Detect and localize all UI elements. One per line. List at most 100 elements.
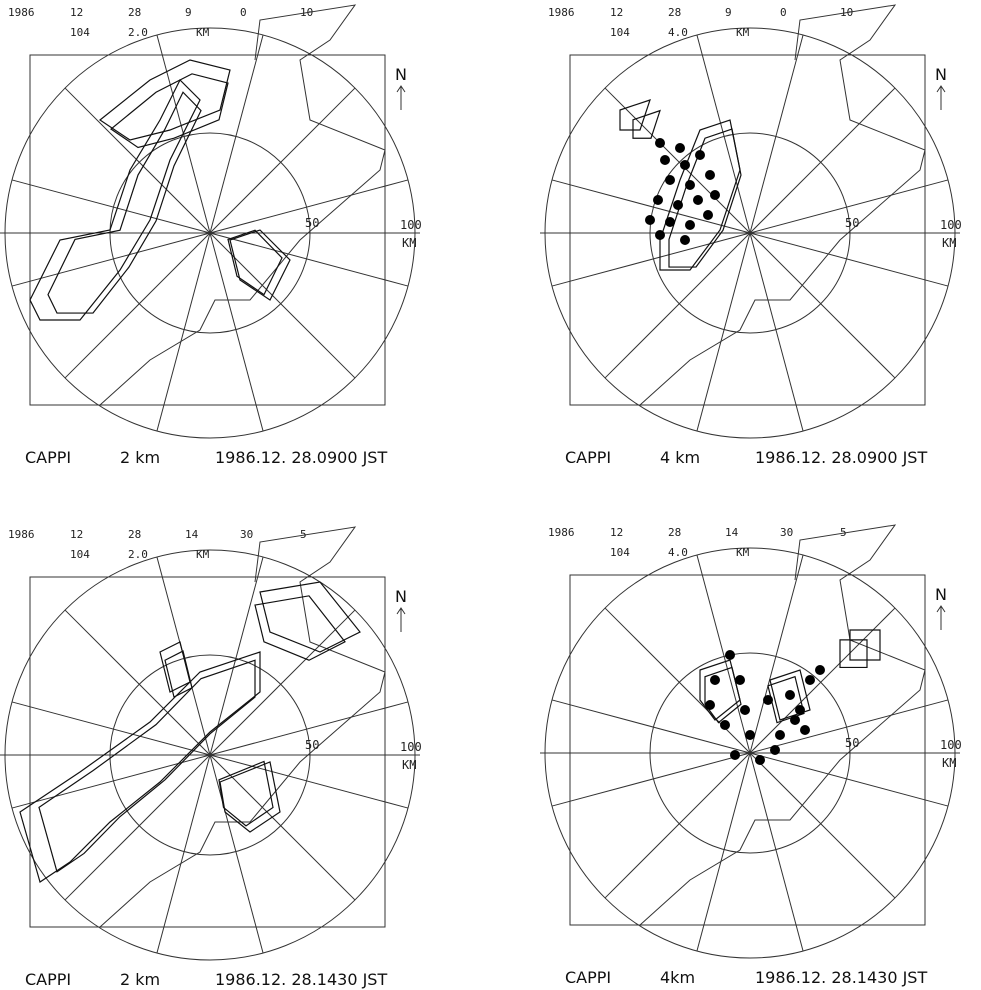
caption: 1986.12. 28.0900 JST — [215, 448, 387, 467]
header-text: 14 — [185, 528, 199, 541]
radial-line — [157, 233, 210, 431]
header-text: 1986 — [548, 6, 575, 19]
echo-contour — [660, 120, 740, 270]
north-arrow — [937, 86, 945, 110]
radial-line — [552, 233, 750, 286]
header-text: 5 — [840, 526, 847, 539]
radial-line — [12, 702, 210, 755]
header-text: 12 — [70, 6, 83, 19]
radial-line — [750, 35, 803, 233]
radar-panel: 1986122890101044.0KM50100KMNCAPPI4 km198… — [540, 5, 962, 467]
cell-marker — [795, 705, 805, 715]
header-text: 0 — [780, 6, 787, 19]
radial-line — [605, 608, 750, 753]
radial-line — [605, 88, 750, 233]
cell-marker — [693, 195, 703, 205]
radial-line — [750, 753, 948, 806]
range-label: 100 — [400, 218, 422, 232]
cell-marker — [763, 695, 773, 705]
cell-marker — [775, 730, 785, 740]
echo-contour — [840, 640, 867, 668]
header-text: 30 — [780, 526, 793, 539]
cell-marker — [730, 750, 740, 760]
radial-line — [65, 88, 210, 233]
cell-marker — [770, 745, 780, 755]
radial-line — [552, 753, 750, 806]
cell-marker — [685, 180, 695, 190]
cell-marker — [673, 200, 683, 210]
cell-marker — [703, 210, 713, 220]
range-label: 100 — [940, 738, 962, 752]
cell-marker — [653, 195, 663, 205]
radial-line — [157, 755, 210, 953]
range-label: KM — [942, 236, 956, 250]
range-label: 100 — [400, 740, 422, 754]
radial-line — [697, 233, 750, 431]
caption: 1986.12. 28.0900 JST — [755, 448, 927, 467]
header-text: 104 — [610, 546, 630, 559]
header-text: 1986 — [8, 528, 35, 541]
echo-contour — [768, 677, 804, 723]
cell-marker — [680, 160, 690, 170]
header-text: 104 — [610, 26, 630, 39]
header-text: 28 — [128, 528, 141, 541]
radial-line — [210, 233, 263, 431]
header-text: 30 — [240, 528, 253, 541]
radial-line — [210, 755, 408, 808]
cell-marker — [720, 720, 730, 730]
caption: 1986.12. 28.1430 JST — [755, 968, 927, 987]
radial-line — [750, 233, 803, 431]
cell-marker — [745, 730, 755, 740]
echo-contour — [700, 660, 740, 720]
echo-contour — [160, 642, 190, 692]
cell-marker — [665, 217, 675, 227]
radial-line — [750, 233, 895, 378]
header-text: 10 — [300, 6, 313, 19]
north-arrow — [397, 608, 405, 632]
cell-marker — [815, 665, 825, 675]
radial-line — [12, 180, 210, 233]
radial-line — [65, 233, 210, 378]
caption: 1986.12. 28.1430 JST — [215, 970, 387, 989]
caption: 2 km — [120, 448, 160, 467]
header-text: 9 — [725, 6, 732, 19]
cell-marker — [710, 675, 720, 685]
cell-marker — [735, 675, 745, 685]
header-text: 28 — [668, 526, 681, 539]
north-arrow — [937, 606, 945, 630]
range-label: 50 — [305, 216, 319, 230]
cell-marker — [645, 215, 655, 225]
header-text: 9 — [185, 6, 192, 19]
echo-contour — [850, 630, 880, 660]
caption: 2 km — [120, 970, 160, 989]
header-text: 4.0 — [668, 546, 688, 559]
header-text: 104 — [70, 548, 90, 561]
header-text: 10 — [840, 6, 853, 19]
cell-marker — [655, 230, 665, 240]
header-text: 14 — [725, 526, 739, 539]
caption: CAPPI — [25, 970, 71, 989]
range-label: KM — [402, 236, 416, 250]
header-text: 2.0 — [128, 26, 148, 39]
caption: 4km — [660, 968, 695, 987]
radial-line — [697, 35, 750, 233]
radial-line — [65, 755, 210, 900]
radial-line — [12, 755, 210, 808]
cell-marker — [790, 715, 800, 725]
north-label: N — [935, 65, 947, 84]
caption: CAPPI — [25, 448, 71, 467]
header-text: 0 — [240, 6, 247, 19]
range-label: 50 — [845, 216, 859, 230]
header-text: 12 — [610, 526, 623, 539]
cell-marker — [800, 725, 810, 735]
north-label: N — [935, 585, 947, 604]
cell-marker — [725, 650, 735, 660]
cell-marker — [680, 235, 690, 245]
caption: 4 km — [660, 448, 700, 467]
cell-marker — [695, 150, 705, 160]
cell-marker — [675, 143, 685, 153]
radial-line — [12, 233, 210, 286]
cell-marker — [705, 170, 715, 180]
